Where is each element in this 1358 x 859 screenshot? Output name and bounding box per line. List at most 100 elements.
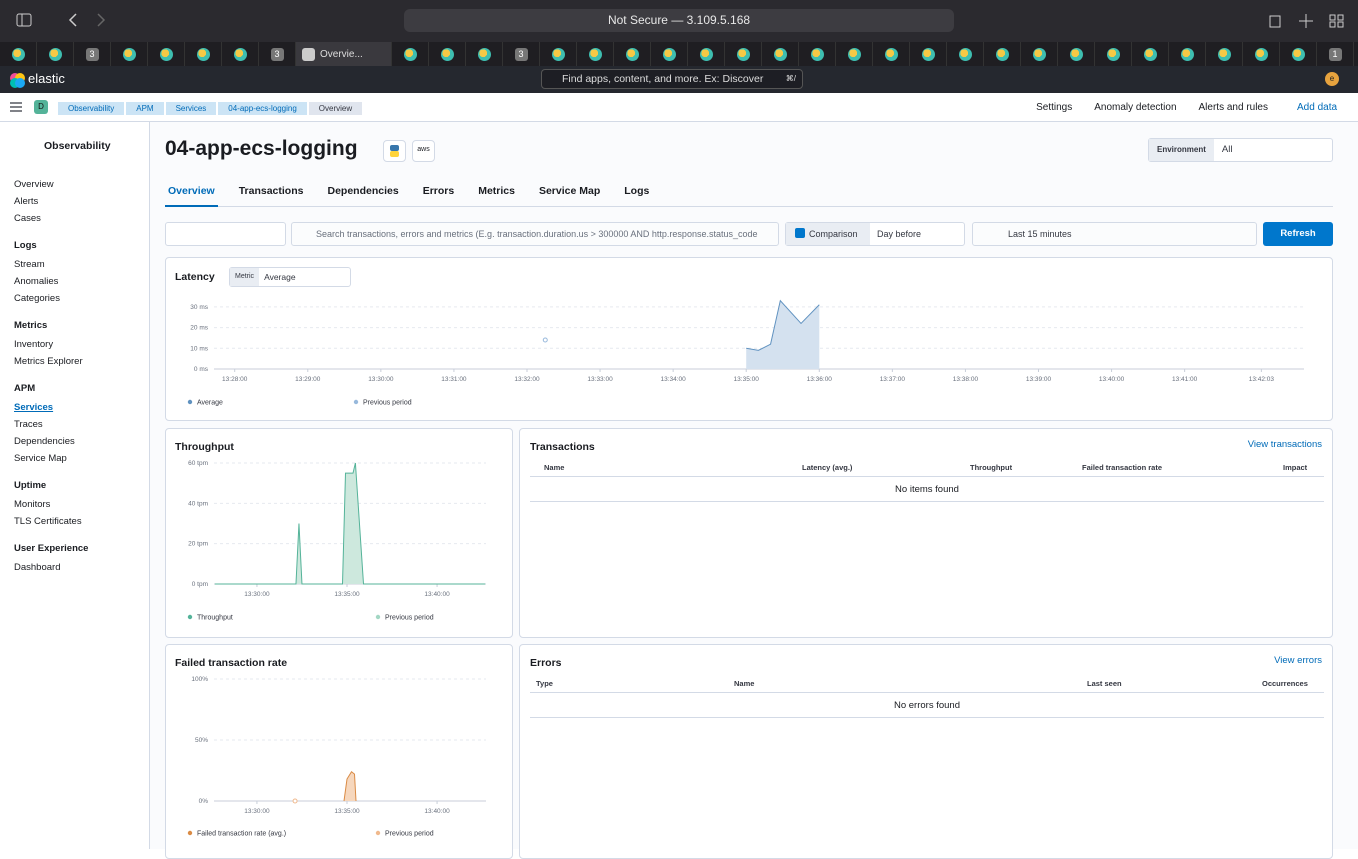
breadcrumb[interactable]: APM [126,102,164,115]
browser-tab[interactable]: 3 [259,42,296,66]
column-header[interactable]: Name [734,679,755,688]
browser-tab[interactable] [1206,42,1243,66]
date-picker[interactable]: Last 15 minutes [972,222,1257,246]
column-header[interactable]: Impact [1283,463,1308,472]
browser-tab[interactable]: 1 [1317,42,1354,66]
nav-item[interactable]: TLS Certificates [14,516,82,527]
page-tab[interactable]: Overview [165,185,218,207]
browser-tab[interactable] [111,42,148,66]
space-badge[interactable]: D [34,100,48,114]
nav-item[interactable]: Service Map [14,453,67,464]
header-link[interactable]: Alerts and rules [1198,102,1268,113]
header-link[interactable]: Settings [1036,102,1073,113]
browser-tab[interactable] [910,42,947,66]
nav-item[interactable]: Overview [14,179,54,190]
browser-tab[interactable] [1280,42,1317,66]
environment-select[interactable]: Environment All [1148,138,1333,162]
page-tab[interactable]: Dependencies [327,185,399,197]
browser-tab[interactable] [392,42,429,66]
browser-tab[interactable] [651,42,688,66]
browser-tab[interactable] [1058,42,1095,66]
search-bar[interactable]: Search transactions, errors and metrics … [291,222,779,246]
column-header[interactable]: Occurrences [1262,679,1308,688]
avatar[interactable]: e [1325,72,1339,86]
browser-tab[interactable] [37,42,74,66]
nav-item[interactable]: Cases [14,213,41,224]
browser-tab[interactable] [688,42,725,66]
browser-tab[interactable] [614,42,651,66]
nav-item[interactable]: Services [14,402,54,413]
column-header[interactable]: Latency (avg.) [802,463,853,472]
nav-arrows[interactable] [66,12,110,30]
panel-title: Throughput [175,441,234,453]
browser-tab[interactable] [540,42,577,66]
browser-tab[interactable] [222,42,259,66]
nav-item[interactable]: Inventory [14,339,54,350]
elastic-logo[interactable]: elastic [28,71,65,86]
area [746,300,820,369]
browser-tab[interactable] [836,42,873,66]
comparison-control[interactable]: Comparison Day before [785,222,965,246]
browser-actions[interactable] [1268,12,1348,30]
browser-tab[interactable]: Overvie... [296,42,392,66]
browser-tab[interactable] [429,42,466,66]
browser-tab[interactable] [148,42,185,66]
column-header[interactable]: Last seen [1087,679,1122,688]
column-header[interactable]: Name [544,463,565,472]
browser-tab[interactable] [873,42,910,66]
panel-title: Errors [530,657,562,669]
menu-icon[interactable] [10,102,22,112]
page-tab[interactable]: Service Map [538,185,601,197]
sidebar-toggle[interactable] [16,12,56,30]
nav-item[interactable]: Dashboard [14,562,61,573]
environment-value: All [1221,144,1233,155]
breadcrumb[interactable]: 04-app-ecs-logging [218,102,307,115]
page-tab[interactable]: Errors [422,185,455,197]
column-header[interactable]: Throughput [970,463,1013,472]
view-errors[interactable]: View errors [1274,655,1322,666]
browser-tab[interactable] [984,42,1021,66]
browser-tab[interactable] [725,42,762,66]
global-search[interactable]: Find apps, content, and more. Ex: Discov… [541,69,803,89]
header-link[interactable]: Anomaly detection [1094,102,1177,113]
browser-tab[interactable] [466,42,503,66]
add-data[interactable]: Add data [1297,102,1338,113]
browser-tab[interactable] [0,42,37,66]
page-tab[interactable]: Metrics [478,185,515,197]
browser-tab[interactable] [1132,42,1169,66]
nav-item[interactable]: Stream [14,259,45,270]
metric-select[interactable]: Metric Average [229,267,351,287]
browser-tab[interactable]: 3 [74,42,111,66]
browser-tab[interactable] [577,42,614,66]
nav-item[interactable]: Traces [14,419,43,430]
comparison-toggle[interactable]: Comparison [786,223,870,245]
browser-tab[interactable]: 3 [503,42,540,66]
column-header[interactable]: Failed transaction rate [1082,463,1163,472]
nav-item[interactable]: Monitors [14,499,51,510]
view-transactions[interactable]: View transactions [1247,439,1322,450]
column-header[interactable]: Type [536,679,553,688]
transaction-type-select[interactable] [165,222,286,246]
nav-item[interactable]: Alerts [14,196,39,207]
page-tab[interactable]: Logs [624,185,650,197]
nav-item[interactable]: Anomalies [14,276,59,287]
browser-tab[interactable] [1095,42,1132,66]
browser-tab[interactable] [1021,42,1058,66]
browser-tab[interactable] [185,42,222,66]
refresh-button[interactable]: Refresh [1263,222,1333,246]
address-bar[interactable]: Not Secure — 3.109.5.168 [404,9,954,32]
browser-tab[interactable] [1169,42,1206,66]
browser-tab[interactable] [762,42,799,66]
browser-tab[interactable] [1243,42,1280,66]
browser-tab[interactable] [799,42,836,66]
breadcrumb[interactable]: Observability [58,102,125,115]
breadcrumb[interactable]: Services [165,102,217,115]
tab-icon [440,47,454,61]
nav-item[interactable]: Metrics Explorer [14,356,83,367]
breadcrumb[interactable]: Overview [308,102,363,115]
nav-item[interactable]: Categories [14,293,60,304]
comparison-label: Comparison [809,229,858,239]
nav-item[interactable]: Dependencies [14,436,75,447]
browser-tab[interactable] [947,42,984,66]
page-tab[interactable]: Transactions [238,185,304,197]
